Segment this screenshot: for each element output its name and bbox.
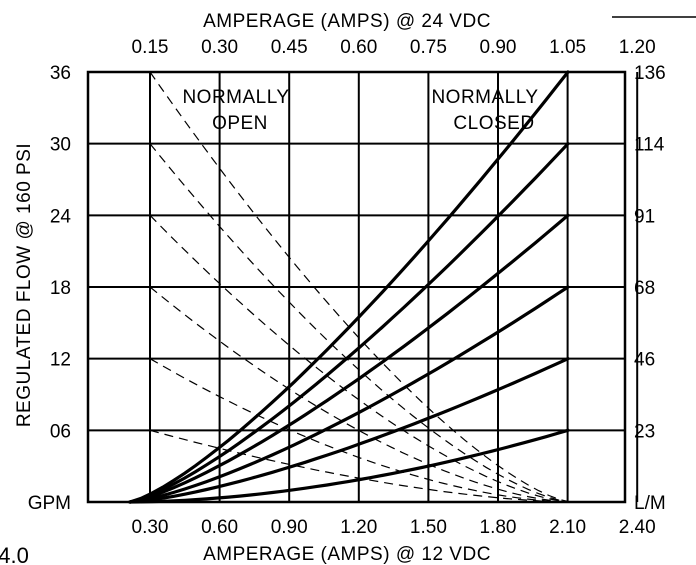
normally-closed-curve: [128, 357, 570, 504]
top-tick-label: 0.60: [340, 37, 377, 58]
top-tick-label: 0.90: [480, 37, 517, 58]
normally-open-label-line1: NORMALLY: [182, 87, 289, 108]
bottom-tick-label: 0.60: [201, 517, 238, 538]
bottom-axis-title: AMPERAGE (AMPS) @ 12 VDC: [203, 544, 491, 565]
top-tick-label: 1.05: [549, 37, 586, 58]
bottom-tick-label: 1.50: [410, 517, 447, 538]
normally-open-curve: [149, 286, 571, 503]
normally-open-curve: [149, 429, 571, 503]
top-tick-label: 0.15: [132, 37, 169, 58]
normally-open-label-line2: OPEN: [212, 113, 268, 134]
normally-closed-curve: [128, 70, 570, 504]
normally-closed-curve: [128, 285, 570, 504]
top-tick-label: 0.45: [271, 37, 308, 58]
left-tick-label: 24: [50, 206, 72, 227]
normally-open-curve: [149, 358, 571, 503]
normally-closed-label-line2: CLOSED: [453, 113, 534, 134]
left-tick-label: 12: [50, 350, 71, 371]
left-tick-label: 36: [50, 63, 71, 84]
plot-frame: [86, 70, 627, 504]
right-unit-label: L/M: [634, 493, 666, 514]
normally-closed-curve: [128, 428, 570, 504]
bottom-tick-label: 0.30: [132, 517, 169, 538]
right-tick-label: 114: [634, 135, 665, 156]
right-tick-label: 68: [634, 278, 655, 299]
normally-closed-curve: [128, 213, 570, 504]
left-tick-label: 30: [50, 135, 71, 156]
right-tick-label: 91: [634, 206, 655, 227]
bottom-tick-label: 1.20: [340, 517, 377, 538]
top-axis-title: AMPERAGE (AMPS) @ 24 VDC: [203, 11, 491, 32]
top-tick-label: 0.75: [410, 37, 447, 58]
normally-closed-curve: [128, 142, 570, 504]
right-tick-label: 136: [634, 63, 666, 84]
left-unit-label: GPM: [28, 493, 71, 514]
bottom-tick-label: 0.90: [271, 517, 308, 538]
normally-open-curve: [149, 143, 571, 503]
right-tick-label: 23: [634, 421, 655, 442]
left-tick-label: 18: [50, 278, 71, 299]
top-tick-label: 0.30: [201, 37, 238, 58]
corner-text-fragment: 24.0: [0, 543, 29, 565]
left-tick-label: 06: [50, 421, 71, 442]
bottom-tick-label: 1.80: [480, 517, 517, 538]
normally-closed-label-line1: NORMALLY: [431, 87, 538, 108]
bottom-tick-label: 2.10: [549, 517, 586, 538]
normally-open-curve: [149, 71, 571, 503]
right-tick-label: 46: [634, 350, 655, 371]
bottom-tick-label: 2.40: [619, 517, 656, 538]
normally-open-curve: [149, 214, 571, 503]
left-axis-title: REGULATED FLOW @ 160 PSI: [14, 143, 35, 427]
top-tick-label: 1.20: [619, 37, 656, 58]
